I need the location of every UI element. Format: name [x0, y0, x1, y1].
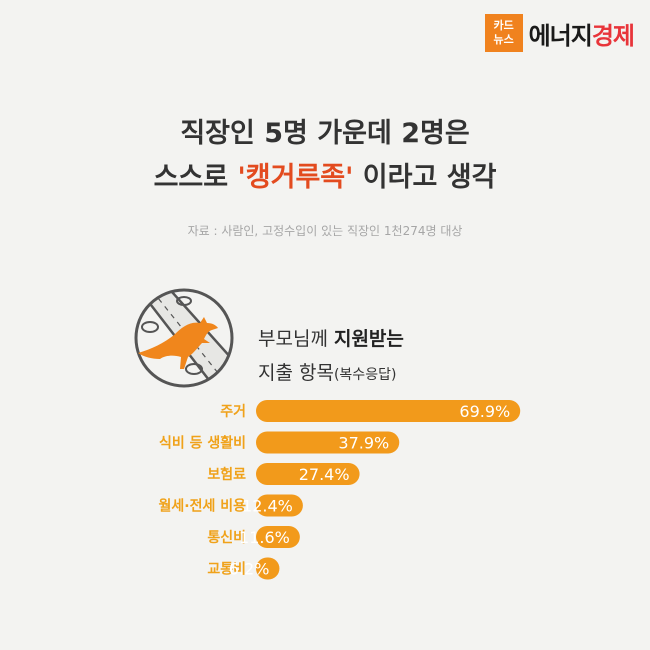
category-label: 월세·전세 비용 — [159, 498, 247, 515]
logo-badge-line1: 카드 — [493, 19, 514, 32]
value-label: 11.6% — [239, 528, 290, 547]
kangaroo-icon — [134, 288, 234, 388]
bar — [256, 526, 300, 548]
bar — [256, 400, 521, 422]
bar — [256, 494, 303, 517]
chart-subtitle-line2-main: 지출 항목 — [258, 362, 334, 384]
category-label: 통신비 — [207, 530, 246, 546]
source-note: 자료 : 사람인, 고정수입이 있는 직장인 1천274명 대상 — [187, 224, 463, 238]
headline-highlight: '캥거루족' — [237, 162, 354, 193]
category-label: 보험료 — [207, 466, 246, 483]
bar — [256, 431, 400, 454]
value-label: 69.9% — [459, 402, 510, 421]
headline-line1: 직장인 5명 가운데 2명은 — [180, 118, 470, 149]
logo-badge-line2: 뉴스 — [493, 33, 514, 46]
value-label: 6.2% — [229, 560, 270, 579]
chart-subtitle-line1: 부모님께 지원받는 — [258, 322, 404, 356]
chart-subtitle-note: (복수응답) — [333, 367, 397, 383]
chart-subtitle-pre: 부모님께 — [258, 328, 334, 350]
value-label: 27.4% — [299, 465, 350, 484]
category-label: 주거 — [220, 404, 246, 420]
value-label: 37.9% — [338, 434, 389, 453]
logo-name: 에너지경제 — [528, 16, 635, 51]
chart-subtitle-line2: 지출 항목(복수응답) — [258, 356, 404, 392]
logo-badge: 카드 뉴스 — [484, 14, 523, 52]
logo-name-part2: 경제 — [591, 21, 635, 50]
chart-subtitle: 부모님께 지원받는 지출 항목(복수응답) — [258, 322, 404, 392]
logo: 카드 뉴스 에너지경제 — [484, 14, 635, 52]
category-label: 식비 등 생활비 — [159, 435, 246, 452]
headline-line2-pre: 스스로 — [153, 162, 238, 193]
headline-line2-post: 이라고 생각 — [353, 162, 497, 193]
chart-subtitle-bold: 지원받는 — [333, 328, 404, 350]
bar — [256, 557, 280, 580]
headline-line2: 스스로 '캥거루족' 이라고 생각 — [0, 156, 650, 200]
value-label: 12.4% — [242, 497, 293, 516]
logo-name-part1: 에너지 — [528, 21, 593, 50]
bar — [256, 463, 360, 485]
category-label: 교통비 — [207, 562, 246, 578]
headline: 직장인 5명 가운데 2명은 스스로 '캥거루족' 이라고 생각 — [0, 112, 650, 200]
